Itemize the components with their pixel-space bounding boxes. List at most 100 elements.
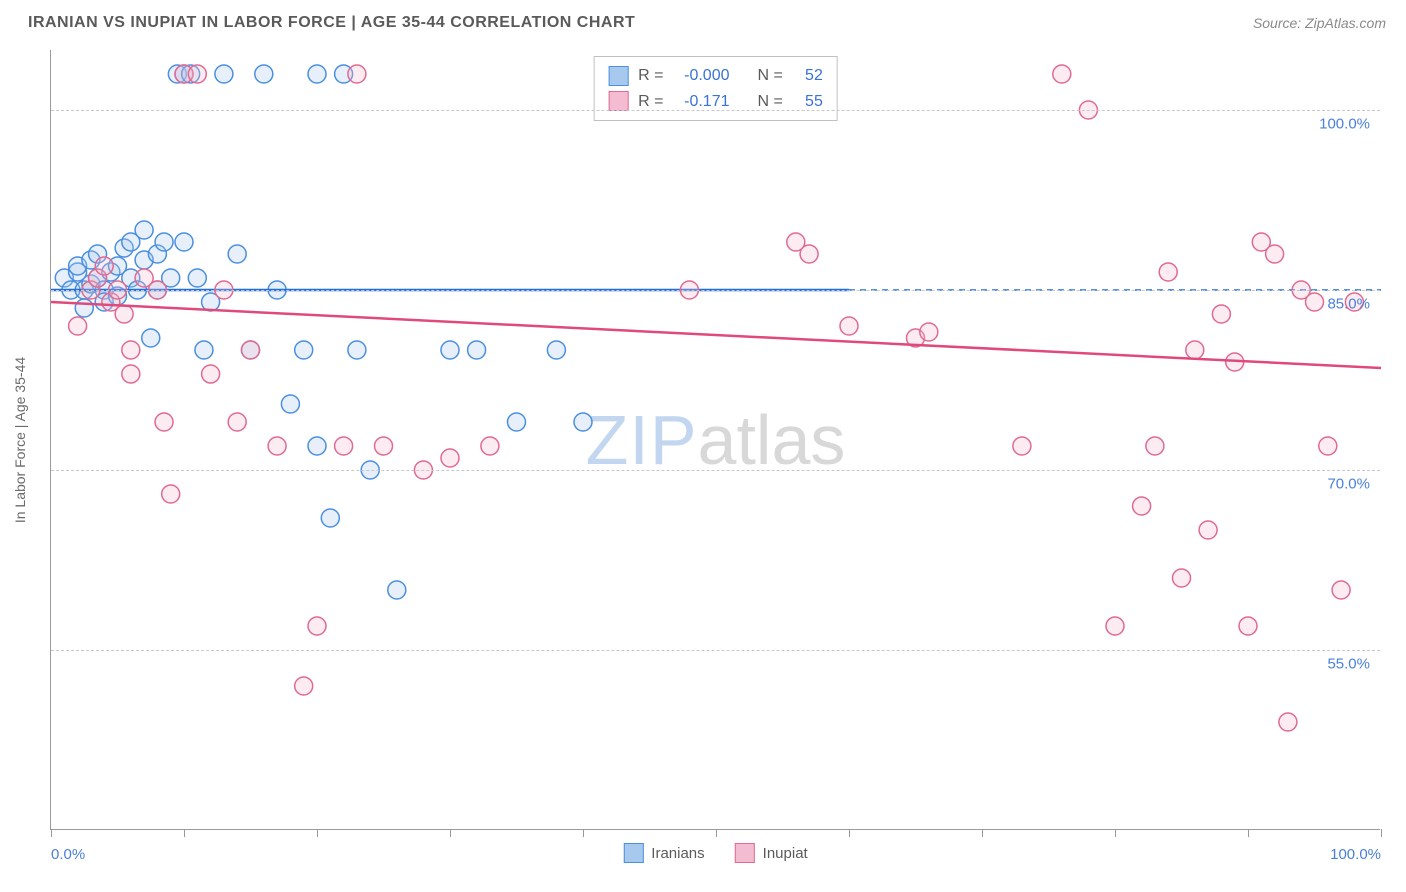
data-point-inupiat <box>1306 293 1324 311</box>
x-tick <box>184 829 185 837</box>
n-value-iranians: 52 <box>793 63 823 89</box>
data-point-iranians <box>188 269 206 287</box>
source-name: ZipAtlas.com <box>1305 15 1386 31</box>
gridline-h <box>51 290 1380 291</box>
data-point-iranians <box>574 413 592 431</box>
chart-container: IRANIAN VS INUPIAT IN LABOR FORCE | AGE … <box>0 0 1406 892</box>
x-tick-label: 100.0% <box>1330 846 1381 863</box>
data-point-inupiat <box>69 317 87 335</box>
x-tick <box>716 829 717 837</box>
data-point-inupiat <box>481 437 499 455</box>
data-point-iranians <box>388 581 406 599</box>
data-point-iranians <box>295 341 313 359</box>
data-point-inupiat <box>122 365 140 383</box>
data-point-inupiat <box>268 437 286 455</box>
legend-label-iranians: Iranians <box>651 845 704 862</box>
data-point-inupiat <box>441 449 459 467</box>
plot-svg <box>51 50 1380 829</box>
data-point-inupiat <box>800 245 818 263</box>
data-point-iranians <box>215 65 233 83</box>
data-point-iranians <box>321 509 339 527</box>
data-point-inupiat <box>1133 497 1151 515</box>
data-point-inupiat <box>1199 521 1217 539</box>
data-point-iranians <box>468 341 486 359</box>
gridline-h <box>51 650 1380 651</box>
data-point-inupiat <box>1053 65 1071 83</box>
r-value-iranians: -0.000 <box>674 63 730 89</box>
data-point-iranians <box>508 413 526 431</box>
data-point-inupiat <box>1266 245 1284 263</box>
legend-label-inupiat: Inupiat <box>763 845 808 862</box>
x-tick <box>1248 829 1249 837</box>
data-point-inupiat <box>1159 263 1177 281</box>
stats-legend-box: R = -0.000 N = 52 R = -0.171 N = 55 <box>593 56 838 121</box>
data-point-inupiat <box>335 437 353 455</box>
data-point-inupiat <box>242 341 260 359</box>
data-point-inupiat <box>162 485 180 503</box>
gridline-h <box>51 470 1380 471</box>
y-tick-label: 100.0% <box>1319 116 1370 133</box>
x-tick <box>849 829 850 837</box>
r-label: R = <box>638 63 663 89</box>
x-tick <box>982 829 983 837</box>
data-point-inupiat <box>202 365 220 383</box>
chart-source: Source: ZipAtlas.com <box>1253 15 1386 31</box>
data-point-inupiat <box>1186 341 1204 359</box>
data-point-inupiat <box>1146 437 1164 455</box>
source-prefix: Source: <box>1253 15 1305 31</box>
x-tick <box>1381 829 1382 837</box>
legend-item-inupiat: Inupiat <box>735 843 808 863</box>
data-point-iranians <box>308 65 326 83</box>
data-point-inupiat <box>840 317 858 335</box>
x-tick <box>317 829 318 837</box>
data-point-iranians <box>228 245 246 263</box>
legend-item-iranians: Iranians <box>623 843 704 863</box>
data-point-inupiat <box>375 437 393 455</box>
data-point-inupiat <box>295 677 313 695</box>
data-point-iranians <box>195 341 213 359</box>
data-point-inupiat <box>228 413 246 431</box>
data-point-inupiat <box>348 65 366 83</box>
data-point-iranians <box>75 299 93 317</box>
data-point-iranians <box>155 233 173 251</box>
data-point-iranians <box>308 437 326 455</box>
x-tick-label: 0.0% <box>51 846 85 863</box>
data-point-inupiat <box>188 65 206 83</box>
legend-swatch-iranians <box>623 843 643 863</box>
legend-swatch-inupiat <box>735 843 755 863</box>
data-point-inupiat <box>1106 617 1124 635</box>
n-label: N = <box>758 63 783 89</box>
chart-title: IRANIAN VS INUPIAT IN LABOR FORCE | AGE … <box>28 14 635 32</box>
x-tick <box>583 829 584 837</box>
data-point-inupiat <box>1239 617 1257 635</box>
data-point-inupiat <box>1332 581 1350 599</box>
swatch-inupiat <box>608 91 628 111</box>
data-point-iranians <box>135 221 153 239</box>
data-point-inupiat <box>920 323 938 341</box>
gridline-h <box>51 110 1380 111</box>
data-point-inupiat <box>1279 713 1297 731</box>
swatch-iranians <box>608 66 628 86</box>
y-tick-label: 70.0% <box>1327 476 1370 493</box>
data-point-inupiat <box>1212 305 1230 323</box>
data-point-iranians <box>255 65 273 83</box>
data-point-inupiat <box>1173 569 1191 587</box>
data-point-iranians <box>348 341 366 359</box>
stats-row-iranians: R = -0.000 N = 52 <box>608 63 823 89</box>
data-point-iranians <box>547 341 565 359</box>
data-point-iranians <box>175 233 193 251</box>
data-point-iranians <box>441 341 459 359</box>
data-point-inupiat <box>115 305 133 323</box>
y-tick-label: 55.0% <box>1327 656 1370 673</box>
data-point-inupiat <box>95 257 113 275</box>
data-point-inupiat <box>1319 437 1337 455</box>
y-axis-title: In Labor Force | Age 35-44 <box>12 357 28 523</box>
chart-header: IRANIAN VS INUPIAT IN LABOR FORCE | AGE … <box>0 0 1406 46</box>
x-tick <box>51 829 52 837</box>
y-tick-label: 85.0% <box>1327 296 1370 313</box>
x-tick <box>450 829 451 837</box>
data-point-inupiat <box>155 413 173 431</box>
x-tick <box>1115 829 1116 837</box>
data-point-iranians <box>142 329 160 347</box>
data-point-inupiat <box>122 341 140 359</box>
